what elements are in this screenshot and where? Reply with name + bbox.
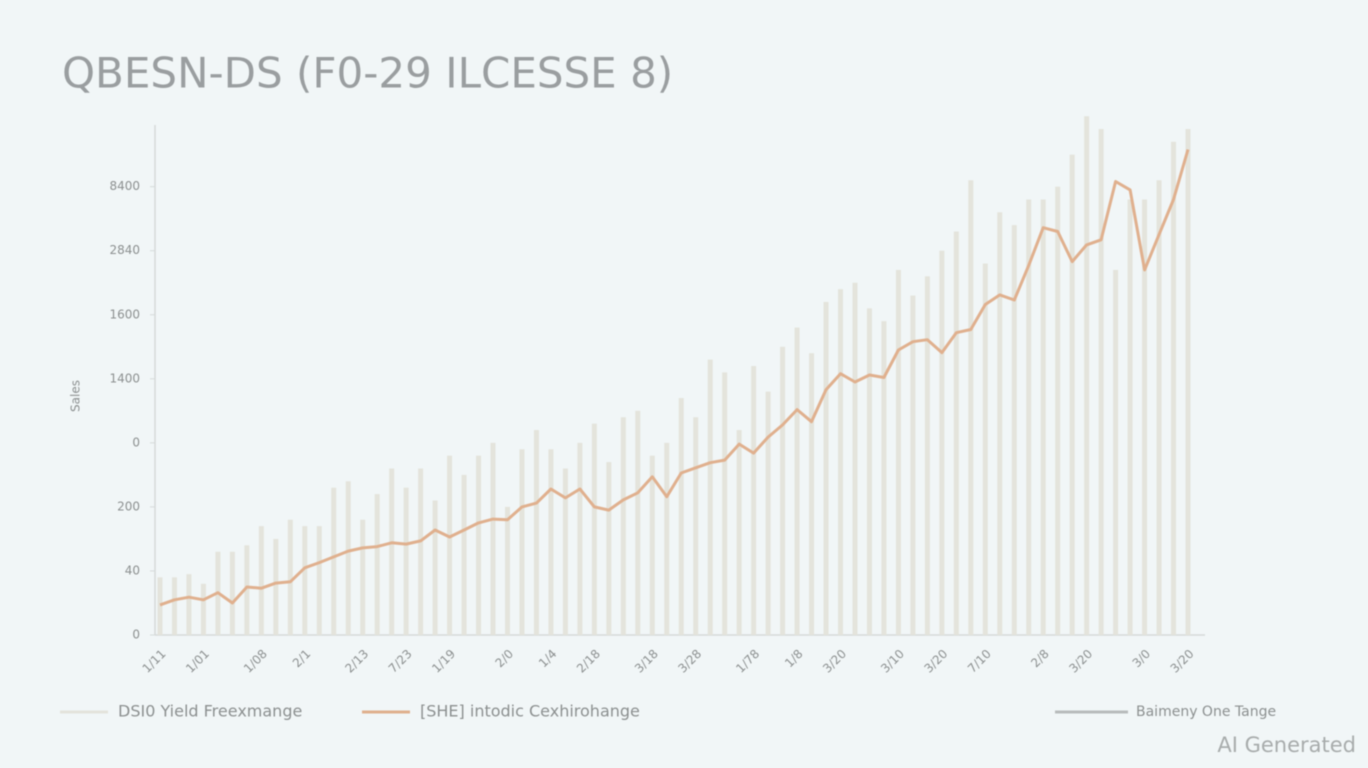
bar	[765, 391, 771, 635]
bar	[1171, 141, 1177, 636]
bar	[852, 282, 858, 635]
bar	[432, 500, 438, 635]
bar	[997, 212, 1003, 636]
bar	[649, 455, 655, 635]
y-tick-label: 1400	[109, 371, 140, 385]
bar	[403, 487, 409, 635]
bar	[533, 430, 539, 635]
y-tick-label: 0	[132, 628, 140, 642]
bar	[881, 321, 887, 635]
bar	[287, 519, 293, 635]
bar	[794, 327, 800, 635]
bar	[939, 250, 945, 635]
bar	[273, 538, 279, 635]
bar	[693, 417, 699, 635]
bar	[504, 506, 510, 635]
bar	[316, 526, 322, 635]
bar	[244, 545, 250, 635]
bar	[823, 301, 829, 635]
bar	[490, 442, 496, 635]
y-tick-label: 40	[125, 563, 140, 577]
bar	[1055, 186, 1061, 635]
bar	[1026, 199, 1032, 635]
bar	[591, 423, 597, 635]
bar	[1185, 129, 1191, 635]
bar	[418, 468, 424, 635]
bar	[548, 449, 554, 635]
bar	[678, 398, 684, 635]
legend-label: [SHE] intodic Cexhirohange	[420, 702, 640, 721]
bar	[331, 487, 337, 635]
bar	[606, 462, 612, 635]
bar	[360, 519, 366, 635]
bar	[200, 583, 206, 635]
bar	[736, 430, 742, 635]
y-axis-label: Sales	[69, 380, 83, 412]
bar	[968, 180, 974, 635]
bar	[1142, 199, 1148, 635]
bar	[620, 417, 626, 635]
bar	[707, 359, 713, 635]
bar	[374, 494, 380, 635]
bar	[1069, 154, 1075, 635]
bar	[910, 295, 916, 635]
y-tick-label: 2840	[109, 243, 140, 257]
bar	[519, 449, 525, 635]
bar	[751, 366, 757, 635]
bar	[809, 353, 815, 635]
bar	[924, 276, 930, 635]
bar	[1098, 129, 1104, 635]
bar	[1011, 225, 1017, 635]
bar	[1127, 199, 1133, 635]
bar	[447, 455, 453, 635]
bar	[389, 468, 395, 635]
bar	[461, 474, 467, 635]
bar	[1113, 269, 1119, 635]
y-tick-label: 200	[117, 499, 140, 513]
line	[159, 149, 1190, 607]
y-tick-label: 8400	[109, 179, 140, 193]
bar	[577, 442, 583, 635]
y-tick-label: 1600	[109, 307, 140, 321]
bar	[982, 263, 988, 635]
bar	[345, 481, 351, 635]
bar	[476, 455, 482, 635]
bar	[780, 346, 786, 635]
bar	[1084, 116, 1090, 635]
legend-label: Baimeny One Tange	[1136, 704, 1276, 720]
bar	[953, 231, 959, 635]
bar	[171, 577, 177, 635]
bar	[258, 526, 264, 635]
bar	[157, 577, 163, 635]
bar	[1040, 199, 1046, 635]
bar	[562, 468, 568, 635]
bar	[229, 551, 235, 635]
chart-title: QBESN-DS (F0-29 ILCESSE 8)	[62, 49, 673, 98]
bar	[664, 442, 670, 635]
watermark: AI Generated	[1217, 733, 1356, 757]
bar	[722, 372, 728, 635]
bar	[635, 410, 641, 635]
bar	[1156, 180, 1162, 635]
bar	[866, 308, 872, 635]
y-tick-label: 0	[132, 435, 140, 449]
legend-label: DSI0 Yield Freexmange	[118, 702, 302, 721]
bar	[186, 574, 192, 635]
bar	[302, 526, 308, 635]
bar	[895, 269, 901, 635]
bar	[838, 289, 844, 635]
